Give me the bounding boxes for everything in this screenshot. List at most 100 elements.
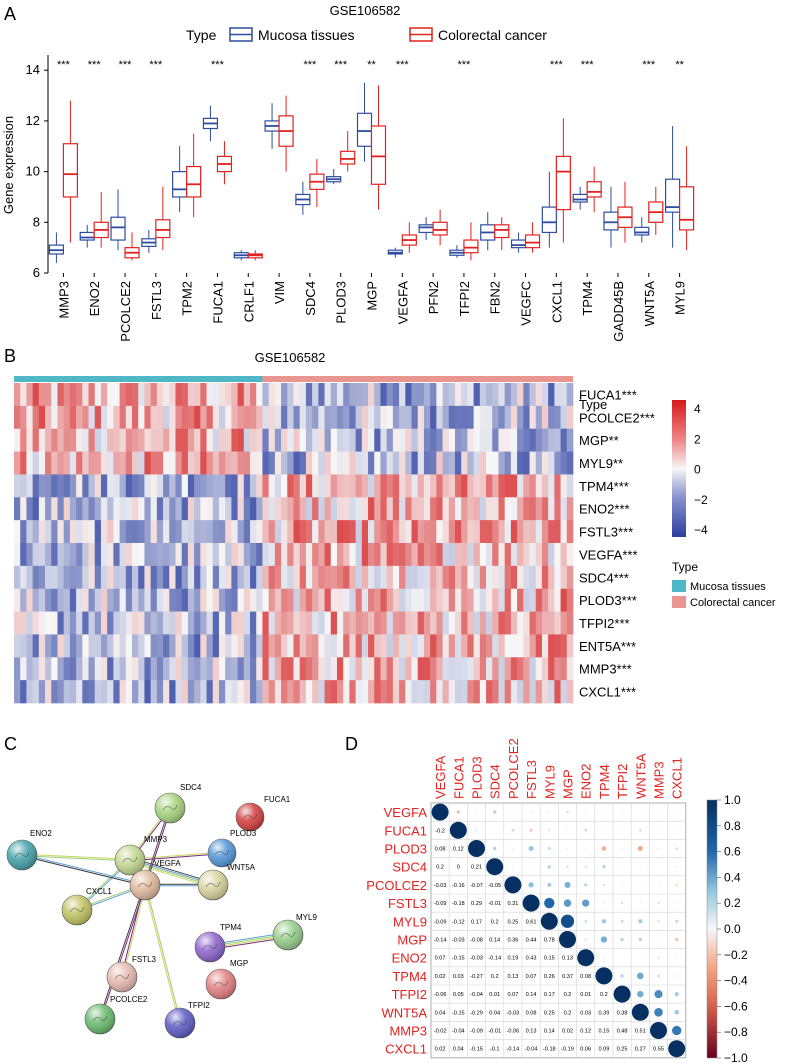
heat-cell <box>312 405 319 430</box>
corr-circle-fstl3-tfpi2 <box>620 901 624 905</box>
panel-b-heatmap: GSE106582 Type FUCA1***PCOLCE2***MGP**MY… <box>14 350 776 704</box>
heat-cell <box>281 405 288 430</box>
corr-value-tfpi2-eno2: 0.01 <box>580 992 591 998</box>
heat-cell <box>63 588 71 612</box>
network-node-fstl3: FSTL3 <box>106 955 157 993</box>
heat-cell <box>187 474 195 498</box>
corr-value-cxcl1-fuca1: 0.04 <box>453 1047 464 1053</box>
heat-cell <box>368 634 375 658</box>
heat-cell <box>423 474 431 498</box>
heat-cell <box>430 474 437 498</box>
heat-cell <box>187 680 195 704</box>
corr-circle-tfpi2-tfpi2 <box>613 985 631 1003</box>
heat-cell <box>175 451 183 475</box>
heat-cell <box>250 497 257 521</box>
heat-cell <box>336 474 344 498</box>
network-node-tpm4: TPM4 <box>194 923 242 963</box>
significance-wnt5a: *** <box>642 59 656 71</box>
heat-cell <box>510 680 518 704</box>
heat-cell <box>374 634 381 658</box>
heat-cell <box>504 543 512 567</box>
heat-cell <box>560 497 568 521</box>
corr-value-mmp3-wnt5a: 0.51 <box>635 1029 646 1035</box>
heat-cell <box>436 565 443 590</box>
heat-cell <box>355 680 363 704</box>
heat-cell <box>343 588 350 612</box>
heat-cell <box>256 520 263 544</box>
box-body <box>432 221 448 236</box>
heat-cell <box>32 565 40 590</box>
heat-cell <box>256 405 263 430</box>
significance-tfpi2: *** <box>458 59 472 71</box>
heat-cell <box>212 565 220 590</box>
heat-cell <box>473 497 481 521</box>
heat-cell <box>442 680 450 704</box>
heat-cell <box>94 543 102 567</box>
heat-cell <box>237 520 245 544</box>
heat-cell <box>492 634 499 658</box>
heat-cell <box>473 405 481 430</box>
heat-cell <box>181 611 189 635</box>
corr-scale-tick-label: 1.0 <box>724 793 741 807</box>
heat-cell <box>119 383 127 407</box>
heat-cell <box>119 680 127 704</box>
heat-cell <box>274 451 282 475</box>
heat-cell <box>274 565 282 590</box>
heat-cell <box>318 611 325 635</box>
heat-cell <box>554 428 561 452</box>
heat-cell <box>374 611 381 635</box>
heat-cell <box>312 611 319 635</box>
heat-cell <box>330 474 338 498</box>
corr-circle-sdc4-mgp <box>566 865 569 868</box>
heat-cell <box>237 611 245 635</box>
heat-cell <box>119 474 127 498</box>
heat-cell <box>436 657 443 681</box>
node-shade <box>7 840 37 870</box>
heat-cell <box>436 497 443 521</box>
heat-cell <box>274 520 282 544</box>
heat-cell <box>194 543 201 567</box>
edge-line <box>100 885 147 1020</box>
heat-cell <box>26 634 33 658</box>
heat-cell <box>45 611 52 635</box>
heat-cell <box>194 451 201 475</box>
box-tfpi2-mucosa <box>449 245 465 258</box>
heat-cell <box>26 474 33 498</box>
heat-cell <box>510 383 518 407</box>
x-tick-label-plod3: PLOD3 <box>334 281 349 324</box>
heat-cell <box>349 634 356 658</box>
heat-cell <box>175 565 183 590</box>
network-node-vegfa: VEGFA <box>129 859 181 901</box>
heat-cell <box>45 680 52 704</box>
heat-cell <box>374 680 381 704</box>
heat-cell <box>448 428 456 452</box>
heat-cell <box>26 588 33 612</box>
heat-cell <box>57 611 65 635</box>
heat-cell <box>38 657 46 681</box>
heat-cell <box>138 588 145 612</box>
y-axis-label: Gene expression <box>1 116 16 214</box>
corr-value-mmp3-vegfa: -0.02 <box>434 1029 447 1035</box>
heat-cell <box>368 497 375 521</box>
heat-cell <box>299 657 307 681</box>
heat-cell <box>45 565 52 590</box>
corr-value-tpm4-vegfa: 0.02 <box>435 974 446 980</box>
heat-cell <box>169 634 176 658</box>
box-body <box>463 239 479 254</box>
heat-cell <box>69 543 77 567</box>
heat-cell <box>119 428 127 452</box>
heat-cell <box>355 657 363 681</box>
panel-a-boxplot: GSE106582 Type Mucosa tissues Colorectal… <box>1 3 695 342</box>
heat-cell <box>380 657 388 681</box>
heat-cell <box>132 451 139 475</box>
box-eno2-cancer <box>93 191 109 248</box>
heat-cell <box>523 565 530 590</box>
x-tick-label-myl9: MYL9 <box>673 281 688 315</box>
heat-cell <box>324 405 332 430</box>
heat-cell <box>541 680 549 704</box>
heat-cell <box>100 428 108 452</box>
heat-cell <box>343 451 350 475</box>
heat-cell <box>305 543 313 567</box>
corr-circle-fuca1-cxcl1 <box>675 829 678 832</box>
corr-circle-fstl3-wnt5a <box>639 902 642 904</box>
